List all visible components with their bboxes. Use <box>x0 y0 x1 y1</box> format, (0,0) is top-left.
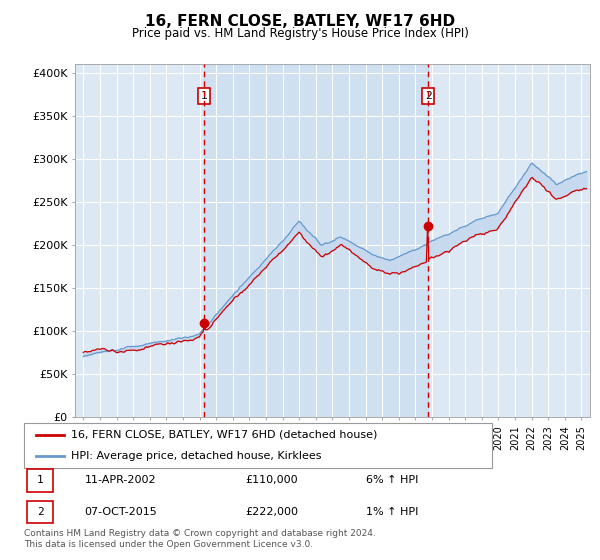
Text: £222,000: £222,000 <box>245 507 298 517</box>
FancyBboxPatch shape <box>27 501 53 523</box>
Text: 1% ↑ HPI: 1% ↑ HPI <box>366 507 419 517</box>
Text: Contains HM Land Registry data © Crown copyright and database right 2024.
This d: Contains HM Land Registry data © Crown c… <box>24 529 376 549</box>
Text: 6% ↑ HPI: 6% ↑ HPI <box>366 475 419 486</box>
Text: 11-APR-2002: 11-APR-2002 <box>85 475 157 486</box>
Text: 16, FERN CLOSE, BATLEY, WF17 6HD: 16, FERN CLOSE, BATLEY, WF17 6HD <box>145 14 455 29</box>
Text: Price paid vs. HM Land Registry's House Price Index (HPI): Price paid vs. HM Land Registry's House … <box>131 27 469 40</box>
Text: HPI: Average price, detached house, Kirklees: HPI: Average price, detached house, Kirk… <box>71 450 322 460</box>
Text: 07-OCT-2015: 07-OCT-2015 <box>85 507 157 517</box>
Text: £110,000: £110,000 <box>245 475 298 486</box>
Text: 2: 2 <box>425 91 431 101</box>
FancyBboxPatch shape <box>27 469 53 492</box>
Text: 2: 2 <box>37 507 43 517</box>
Text: 1: 1 <box>37 475 43 486</box>
Text: 16, FERN CLOSE, BATLEY, WF17 6HD (detached house): 16, FERN CLOSE, BATLEY, WF17 6HD (detach… <box>71 430 377 440</box>
Bar <box>204 64 428 417</box>
Text: 1: 1 <box>201 91 208 101</box>
